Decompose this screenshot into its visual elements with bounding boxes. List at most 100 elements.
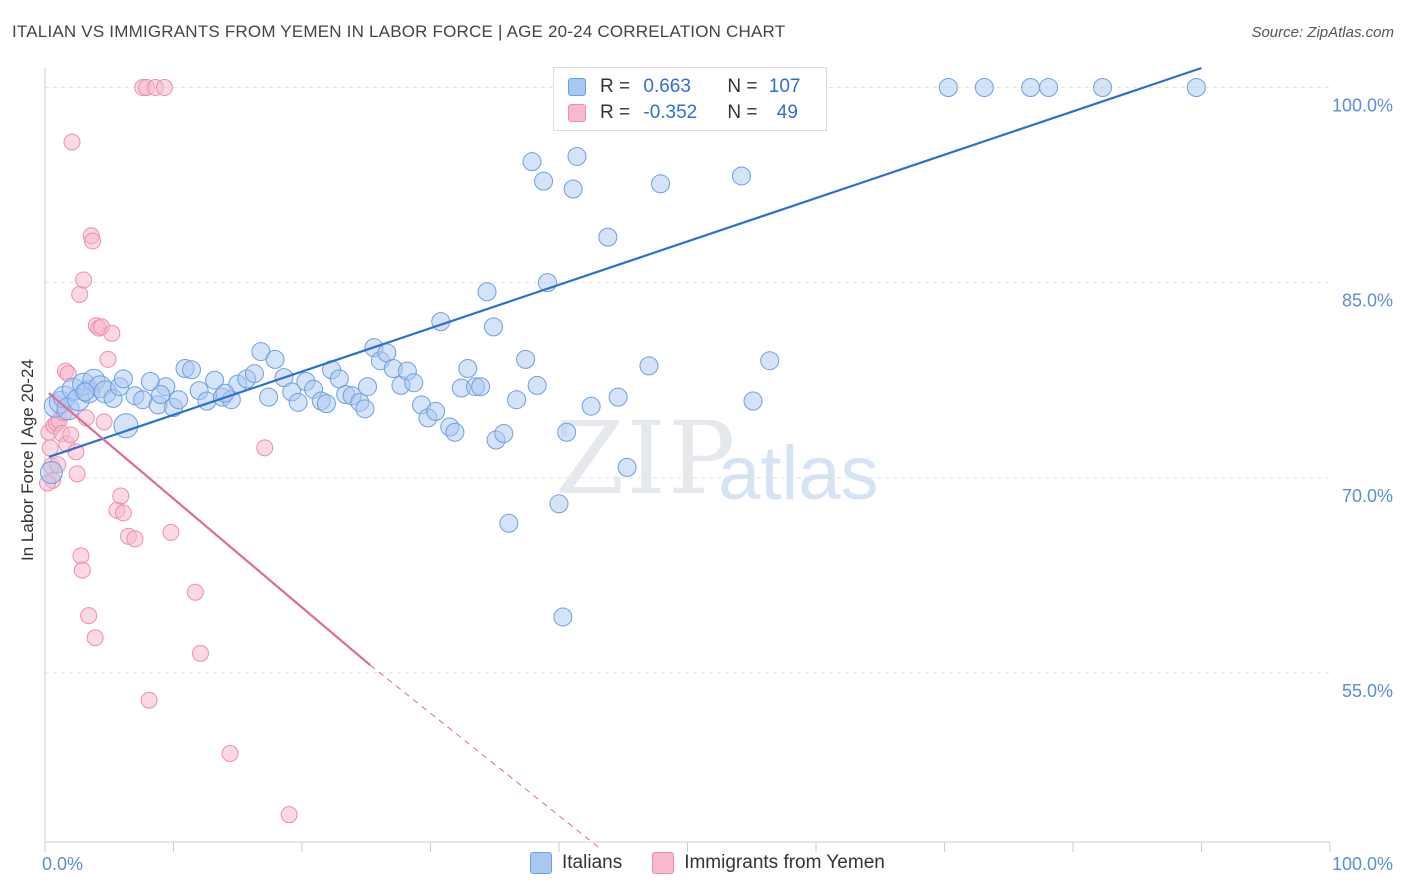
chart-title: ITALIAN VS IMMIGRANTS FROM YEMEN IN LABO… (12, 22, 786, 41)
italian-point (567, 146, 587, 166)
italian-trend-line (48, 66, 1202, 458)
yemen-point (103, 324, 121, 342)
yemen-point (162, 523, 180, 541)
yemen-point (80, 607, 98, 625)
italian-point (617, 457, 637, 477)
italian-point (516, 349, 536, 369)
yemen-point (63, 133, 81, 151)
y-tick-label: 70.0% (1342, 486, 1393, 506)
yemen-point (84, 232, 102, 250)
series-legend: Italians Immigrants from Yemen (530, 852, 915, 874)
italian-point (743, 391, 763, 411)
italian-point (471, 377, 491, 397)
axes (44, 68, 1331, 852)
italian-point (499, 513, 519, 533)
yemen-point (72, 547, 90, 565)
italian-point (244, 364, 264, 384)
legend-r-value: 0.663 (643, 76, 691, 97)
italian-point (553, 607, 573, 627)
legend-n-label: N = (727, 76, 763, 97)
italian-point (522, 152, 542, 172)
italian-point (549, 494, 569, 514)
italian-point (259, 387, 279, 407)
legend-item-italians: Italians (530, 852, 622, 874)
yemen-swatch (568, 104, 586, 122)
yemen-points (39, 79, 298, 824)
italians-swatch (530, 852, 552, 874)
italian-point (1093, 78, 1113, 98)
italian-point (215, 383, 235, 403)
italian-point (404, 373, 424, 393)
trend-lines (48, 66, 1202, 849)
italian-point (527, 375, 547, 395)
yemen-point (71, 285, 89, 303)
italian-point (358, 377, 378, 397)
legend-n-label: N = (727, 102, 763, 123)
yemen-point (280, 806, 298, 824)
italian-point (445, 422, 465, 442)
yemen-point (62, 426, 80, 444)
legend-r-label: R = (600, 102, 636, 123)
yemen-point (41, 439, 59, 457)
italian-point (181, 360, 201, 380)
legend-row-italians: R = 0.663 N = 107 (568, 75, 800, 99)
italians-swatch (568, 78, 586, 96)
yemen-point (256, 439, 274, 457)
watermark-zip: ZIP (555, 400, 738, 517)
italian-point (563, 179, 583, 199)
stats-legend: R = 0.663 N = 107 R = -0.352 N = 49 (553, 67, 827, 131)
yemen-point (75, 271, 93, 289)
yemen-swatch (652, 852, 675, 874)
italian-point (316, 394, 336, 414)
italian-point (113, 369, 133, 389)
yemen-point (67, 443, 85, 461)
italian-point (731, 166, 751, 186)
tick-labels: 55.0% 70.0% 85.0% 100.0% 0.0% 100.0% (42, 96, 1393, 874)
y-tick-label: 85.0% (1342, 291, 1393, 311)
legend-item-yemen: Immigrants from Yemen (652, 852, 885, 874)
italian-point (483, 317, 503, 337)
yemen-point (191, 644, 209, 662)
italian-point (458, 358, 478, 378)
yemen-point (156, 79, 174, 97)
italian-point (75, 382, 95, 402)
italian-point (938, 78, 958, 98)
yemen-point (221, 745, 239, 763)
italian-point (169, 390, 189, 410)
legend-n-value: 107 (768, 76, 801, 97)
italian-point (534, 171, 554, 191)
italian-point (507, 390, 527, 410)
x-tick-label: 100.0% (1332, 854, 1393, 874)
italian-point (974, 78, 994, 98)
italian-point (581, 396, 601, 416)
source-credit: Source: ZipAtlas.com (1251, 24, 1394, 41)
yemen-point (73, 561, 91, 579)
italian-points (39, 78, 1206, 627)
italian-point (355, 399, 375, 419)
yemen-point (140, 691, 158, 709)
italian-point (608, 387, 628, 407)
italian-point (1186, 78, 1206, 98)
italian-point (477, 282, 497, 302)
legend-r-label: R = (600, 76, 636, 97)
yemen-point (186, 583, 204, 601)
yemen-point (95, 413, 113, 431)
italian-point (651, 174, 671, 194)
italian-point (1021, 78, 1041, 98)
italian-point (151, 385, 171, 405)
italian-point (426, 401, 446, 421)
legend-label-yemen: Immigrants from Yemen (684, 852, 885, 873)
x-tick-label: 0.0% (42, 854, 83, 874)
yemen-point (112, 487, 130, 505)
legend-r-value: -0.352 (643, 102, 698, 123)
italian-point (205, 370, 225, 390)
y-tick-label: 100.0% (1332, 96, 1393, 116)
y-tick-label: 55.0% (1342, 681, 1393, 701)
legend-row-yemen: R = -0.352 N = 49 (568, 101, 798, 125)
yemen-point (99, 350, 117, 368)
italian-point (557, 422, 577, 442)
yemen-point (68, 465, 86, 483)
italian-point (265, 349, 285, 369)
yemen-point (86, 629, 104, 647)
